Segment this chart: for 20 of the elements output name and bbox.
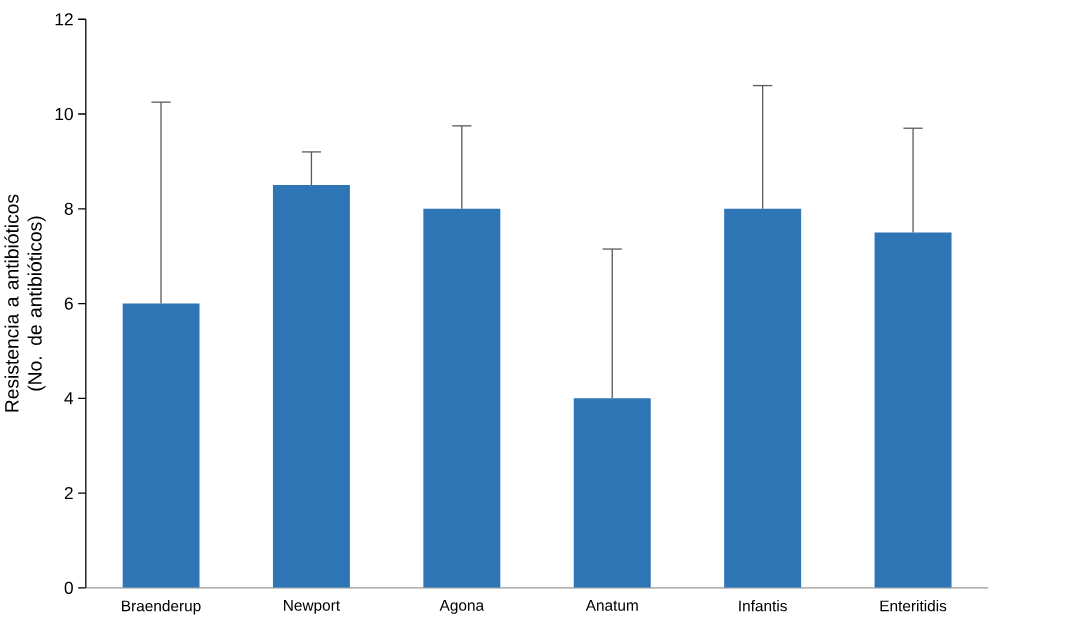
y-axis-title: Resistencia a antibióticos (No. de antibióticos) (4, 194, 46, 412)
x-tick-label: Infantis (739, 599, 787, 612)
y-tick-label: 6 (64, 297, 73, 310)
y-tick-label: 4 (64, 392, 74, 405)
x-tick-label: Enteritidis (880, 599, 947, 612)
y-tick-label: 0 (64, 581, 73, 594)
bar (874, 232, 952, 588)
bar (272, 184, 350, 588)
y-tick-label: 8 (64, 202, 73, 215)
bar (724, 208, 802, 588)
x-tick-label: Newport (284, 599, 340, 614)
bar (122, 303, 200, 588)
y-tick-label: 10 (55, 107, 73, 120)
x-tick-label: Braenderup (122, 599, 201, 615)
x-tick-label: Anatum (585, 599, 638, 611)
bar (573, 398, 651, 588)
bar (423, 208, 501, 588)
x-tick-label: Agona (439, 599, 485, 614)
y-tick-label: 2 (64, 486, 73, 499)
y-tick-label: 12 (55, 13, 73, 26)
